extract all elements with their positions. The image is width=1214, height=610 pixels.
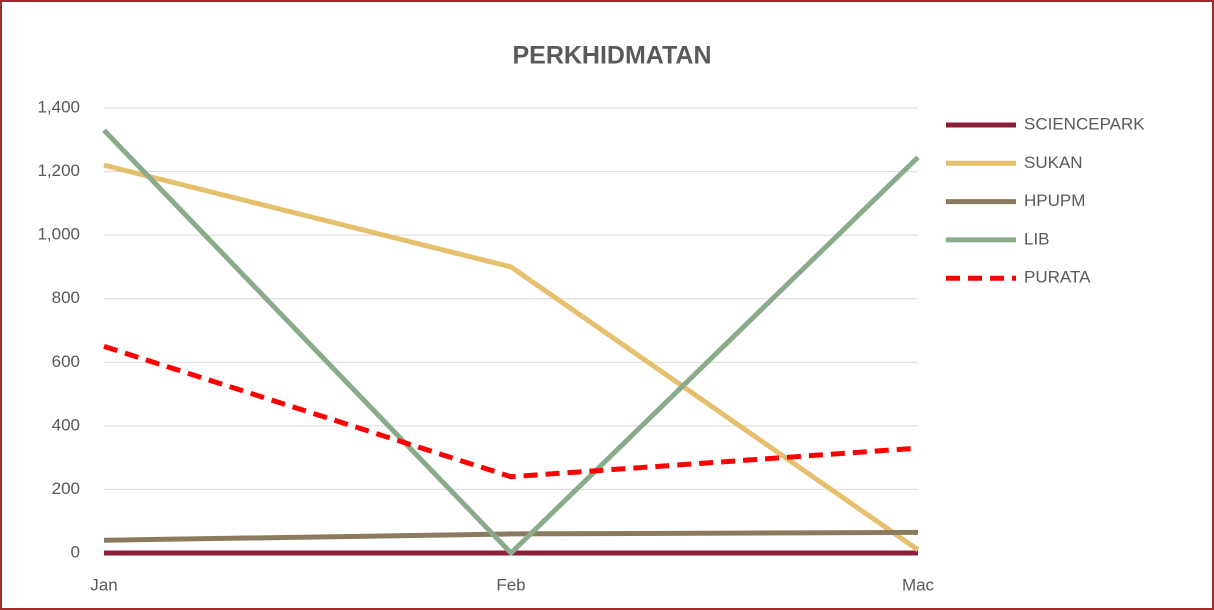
chart-title: PERKHIDMATAN bbox=[512, 42, 711, 70]
y-tick-label: 1,000 bbox=[37, 225, 80, 244]
x-tick-label: Mac bbox=[902, 575, 935, 594]
y-tick-label: 400 bbox=[52, 415, 80, 434]
x-tick-label: Feb bbox=[496, 575, 525, 594]
series-line bbox=[103, 344, 919, 480]
y-tick-label: 200 bbox=[52, 479, 80, 498]
y-tick-label: 1,200 bbox=[37, 161, 80, 180]
legend-label: HPUPM bbox=[1024, 191, 1085, 210]
y-tick-label: 600 bbox=[52, 352, 80, 371]
series-line bbox=[103, 529, 919, 543]
series-line bbox=[102, 128, 920, 556]
legend-label: SCIENCEPARK bbox=[1024, 114, 1145, 133]
legend-label: SUKAN bbox=[1024, 153, 1083, 172]
x-tick-label: Jan bbox=[90, 575, 117, 594]
y-tick-label: 0 bbox=[71, 542, 80, 561]
legend-label: PURATA bbox=[1024, 268, 1091, 287]
series-line bbox=[103, 162, 920, 552]
y-tick-label: 800 bbox=[52, 288, 80, 307]
y-tick-label: 1,400 bbox=[37, 97, 80, 116]
legend-label: LIB bbox=[1024, 229, 1050, 248]
